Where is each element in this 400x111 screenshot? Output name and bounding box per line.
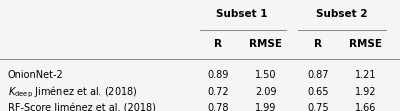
Text: 0.72: 0.72 [207,87,229,97]
Text: 1.50: 1.50 [255,70,277,80]
Text: 1.99: 1.99 [255,103,277,111]
Text: 0.78: 0.78 [207,103,229,111]
Text: $K_{\mathregular{deep}}$ Jiménez et al. (2018): $K_{\mathregular{deep}}$ Jiménez et al. … [8,84,138,100]
Text: R: R [214,39,222,49]
Text: 0.89: 0.89 [207,70,229,80]
Text: RF-Score Jiménez et al. (2018): RF-Score Jiménez et al. (2018) [8,102,156,111]
Text: 0.87: 0.87 [307,70,329,80]
Text: Subset 1: Subset 1 [216,9,268,19]
Text: 2.09: 2.09 [255,87,277,97]
Text: 1.66: 1.66 [355,103,377,111]
Text: R: R [314,39,322,49]
Text: RMSE: RMSE [250,39,282,49]
Text: 0.65: 0.65 [307,87,329,97]
Text: 1.92: 1.92 [355,87,377,97]
Text: 0.75: 0.75 [307,103,329,111]
Text: RMSE: RMSE [350,39,382,49]
Text: 1.21: 1.21 [355,70,377,80]
Text: Subset 2: Subset 2 [316,9,368,19]
Text: OnionNet-2: OnionNet-2 [8,70,64,80]
